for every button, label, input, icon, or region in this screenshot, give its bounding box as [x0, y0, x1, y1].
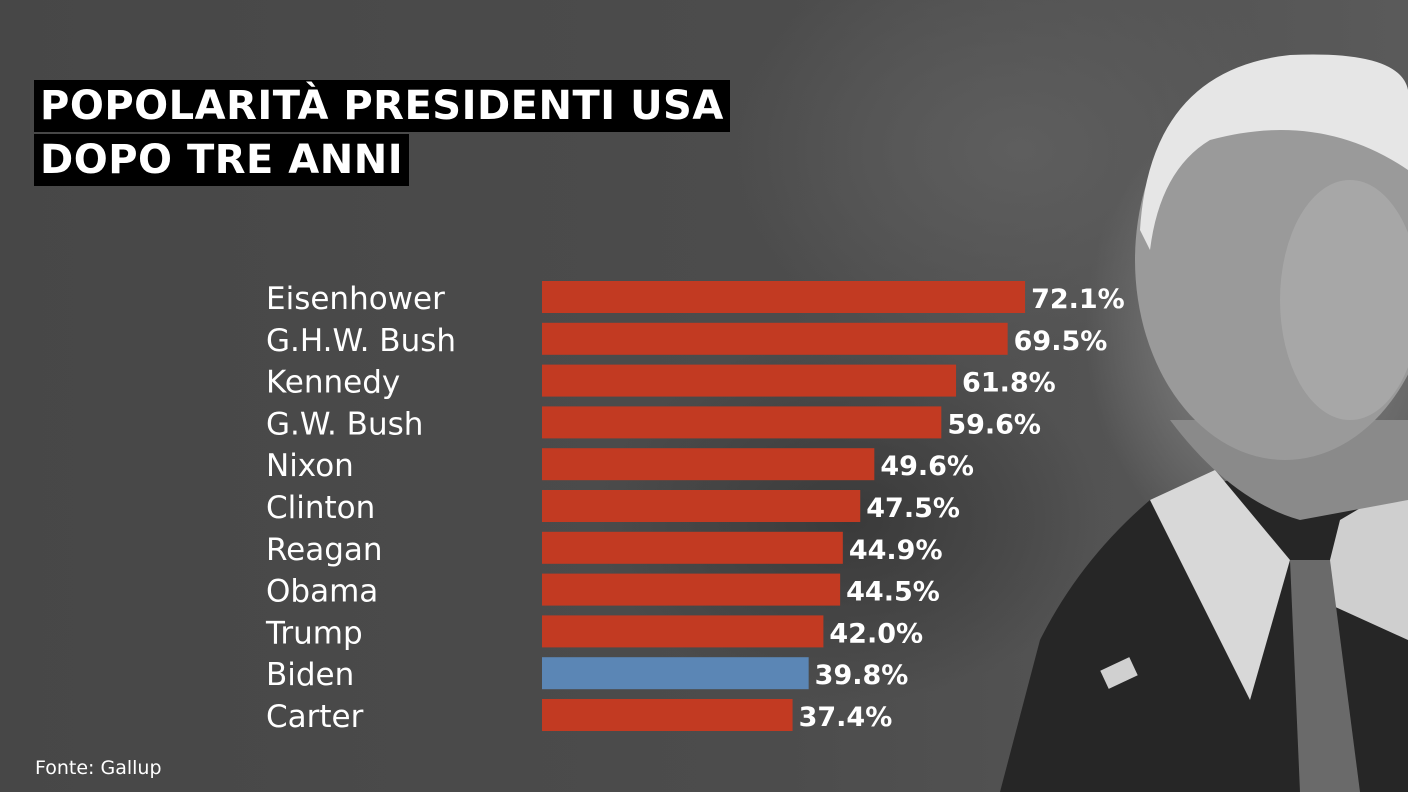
bar	[542, 364, 957, 397]
title-line-1: POPOLARITÀ PRESIDENTI USA	[34, 80, 730, 132]
value-label: 49.6%	[880, 451, 974, 482]
value-label: 69.5%	[1014, 326, 1108, 357]
category-label: Trump	[265, 615, 363, 651]
bar	[542, 615, 824, 648]
value-label: 44.9%	[849, 535, 943, 566]
bar	[542, 657, 809, 690]
bar	[542, 406, 942, 439]
category-label: G.H.W. Bush	[266, 323, 456, 359]
chart-title: POPOLARITÀ PRESIDENTI USA DOPO TRE ANNI	[34, 80, 730, 186]
bar	[542, 699, 793, 731]
value-label: 44.5%	[846, 577, 940, 608]
category-label: Reagan	[266, 532, 383, 568]
category-label: Kennedy	[266, 365, 400, 401]
bar	[542, 448, 875, 481]
category-label: Obama	[266, 574, 378, 610]
value-label: 47.5%	[866, 493, 960, 524]
bar	[542, 281, 1026, 313]
value-label: 59.6%	[947, 409, 1041, 440]
value-label: 42.0%	[829, 618, 923, 649]
source-note: Fonte: Gallup	[35, 757, 162, 779]
value-label: 37.4%	[799, 702, 893, 733]
category-label: Biden	[266, 657, 354, 693]
bar	[542, 573, 841, 606]
category-label: Clinton	[266, 490, 375, 526]
bar	[542, 322, 1008, 355]
category-label: Eisenhower	[266, 281, 445, 317]
value-label: 72.1%	[1031, 284, 1125, 315]
category-label: Carter	[266, 699, 364, 735]
bar	[542, 531, 843, 564]
bar	[542, 490, 861, 522]
title-line-2: DOPO TRE ANNI	[34, 134, 410, 186]
category-label: G.W. Bush	[266, 406, 423, 442]
value-label: 39.8%	[815, 660, 909, 691]
value-label: 61.8%	[962, 368, 1056, 399]
category-label: Nixon	[266, 448, 354, 484]
